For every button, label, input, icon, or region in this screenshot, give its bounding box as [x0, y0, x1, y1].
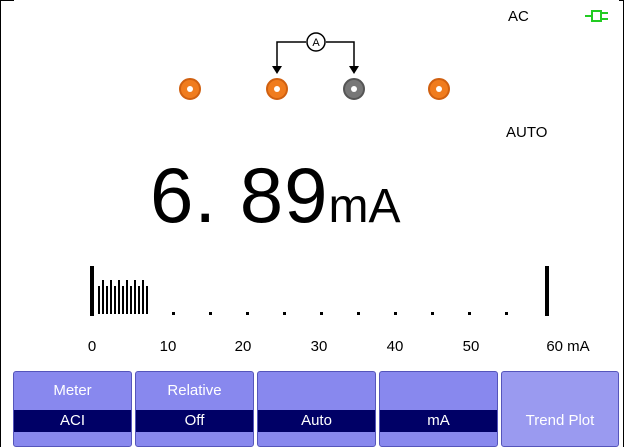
softkey-relative[interactable]: Relative Off [135, 371, 254, 447]
softkey-meter-title: Meter [53, 382, 92, 399]
bargraph-scale-dot [209, 312, 212, 315]
bargraph-scale-dot [505, 312, 508, 315]
probe-terminal-4 [428, 78, 450, 100]
probe-terminal-3 [343, 78, 365, 100]
scale-label-50: 50 [463, 338, 480, 355]
scale-label-20: 20 [235, 338, 252, 355]
softkey-unit-value: mA [380, 410, 497, 432]
bargraph-segment [130, 286, 132, 314]
scale-label-0: 0 [88, 338, 96, 355]
softkey-relative-title: Relative [167, 382, 222, 399]
bargraph-segment [106, 286, 108, 314]
bargraph-segment [118, 280, 120, 314]
bargraph-segment [134, 280, 136, 314]
bargraph-scale-dot [468, 312, 471, 315]
softkey-meter-value: ACI [14, 410, 131, 432]
softkey-meter[interactable]: Meter ACI [13, 371, 132, 447]
bargraph-dots [172, 312, 508, 315]
softkey-trend-plot-label: Trend Plot [525, 412, 595, 429]
bargraph-segment [138, 286, 140, 314]
bargraph-scale-dot [172, 312, 175, 315]
scale-label-60: 60 mA [546, 338, 589, 355]
bargraph-scale-dot [431, 312, 434, 315]
softkey-range[interactable]: Auto [257, 371, 376, 447]
bargraph-segment [146, 286, 148, 314]
scale-label-10: 10 [160, 338, 177, 355]
probe-wiring-diagram: A [272, 32, 359, 74]
softkey-relative-value: Off [136, 410, 253, 432]
softkey-trend-plot[interactable]: Trend Plot [501, 371, 619, 447]
analog-bargraph: 0 10 20 30 40 50 60 mA [88, 266, 590, 355]
softkey-range-value: Auto [258, 410, 375, 432]
bargraph-segment [110, 280, 112, 314]
svg-text:A: A [312, 37, 320, 49]
bargraph-fill [98, 280, 148, 314]
bargraph-segment [98, 286, 100, 314]
bargraph-scale-dot [320, 312, 323, 315]
ammeter-icon [306, 32, 326, 52]
probe-terminal-1 [179, 78, 201, 100]
bargraph-scale-dot [246, 312, 249, 315]
scale-label-40: 40 [387, 338, 404, 355]
softkey-bar: Meter ACI Relative Off Auto mA Trend Plo… [0, 371, 624, 447]
range-mode-indicator: AUTO [506, 124, 548, 141]
bargraph-segment [114, 286, 116, 314]
bargraph-segment [126, 280, 128, 314]
probe-terminal-2 [266, 78, 288, 100]
bargraph-segment [122, 286, 124, 314]
bargraph-scale-dot [283, 312, 286, 315]
mode-indicator: AC [508, 8, 529, 25]
bargraph-segment [102, 280, 104, 314]
reading-value: 6. 89 [150, 151, 329, 239]
scale-label-30: 30 [311, 338, 328, 355]
bargraph-scale-dot [394, 312, 397, 315]
plug-icon [585, 10, 608, 22]
bargraph-segment [142, 280, 144, 314]
softkey-unit[interactable]: mA [379, 371, 498, 447]
reading-unit: mA [328, 180, 401, 233]
bargraph-scale-dot [357, 312, 360, 315]
main-reading: 6. 89 mA [150, 150, 400, 250]
